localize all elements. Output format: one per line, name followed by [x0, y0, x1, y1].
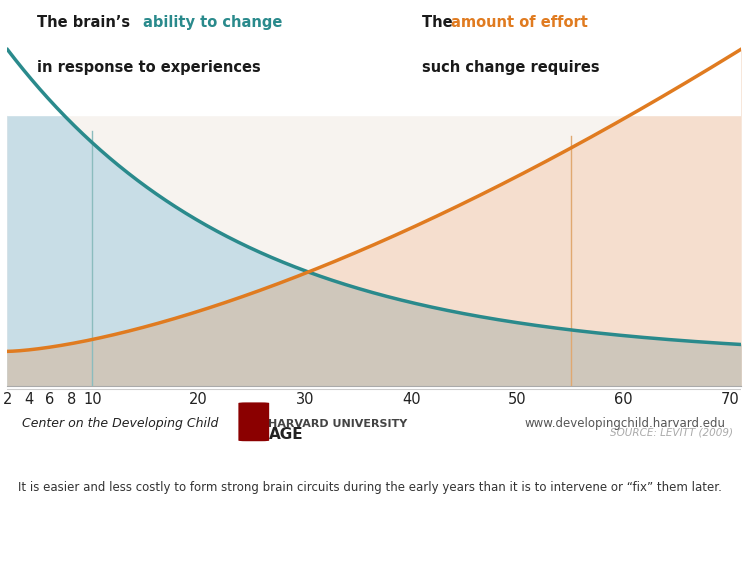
Text: The brain’s: The brain’s — [37, 15, 135, 30]
Text: Center on the Developing Child: Center on the Developing Child — [22, 417, 218, 430]
Text: HARVARD UNIVERSITY: HARVARD UNIVERSITY — [268, 419, 407, 428]
Text: amount of effort: amount of effort — [451, 15, 588, 30]
Text: ability to change: ability to change — [143, 15, 283, 30]
Bar — [7, 11, 741, 115]
Text: AGE: AGE — [269, 427, 304, 443]
Text: in response to experiences: in response to experiences — [37, 60, 260, 75]
Text: such change requires: such change requires — [422, 60, 599, 75]
FancyBboxPatch shape — [239, 403, 269, 441]
Text: It is easier and less costly to form strong brain circuits during the early year: It is easier and less costly to form str… — [19, 481, 723, 493]
Text: SOURCE: LEVITT (2009): SOURCE: LEVITT (2009) — [610, 427, 733, 437]
Text: The: The — [422, 15, 457, 30]
Text: www.developingchild.harvard.edu: www.developingchild.harvard.edu — [525, 417, 726, 430]
